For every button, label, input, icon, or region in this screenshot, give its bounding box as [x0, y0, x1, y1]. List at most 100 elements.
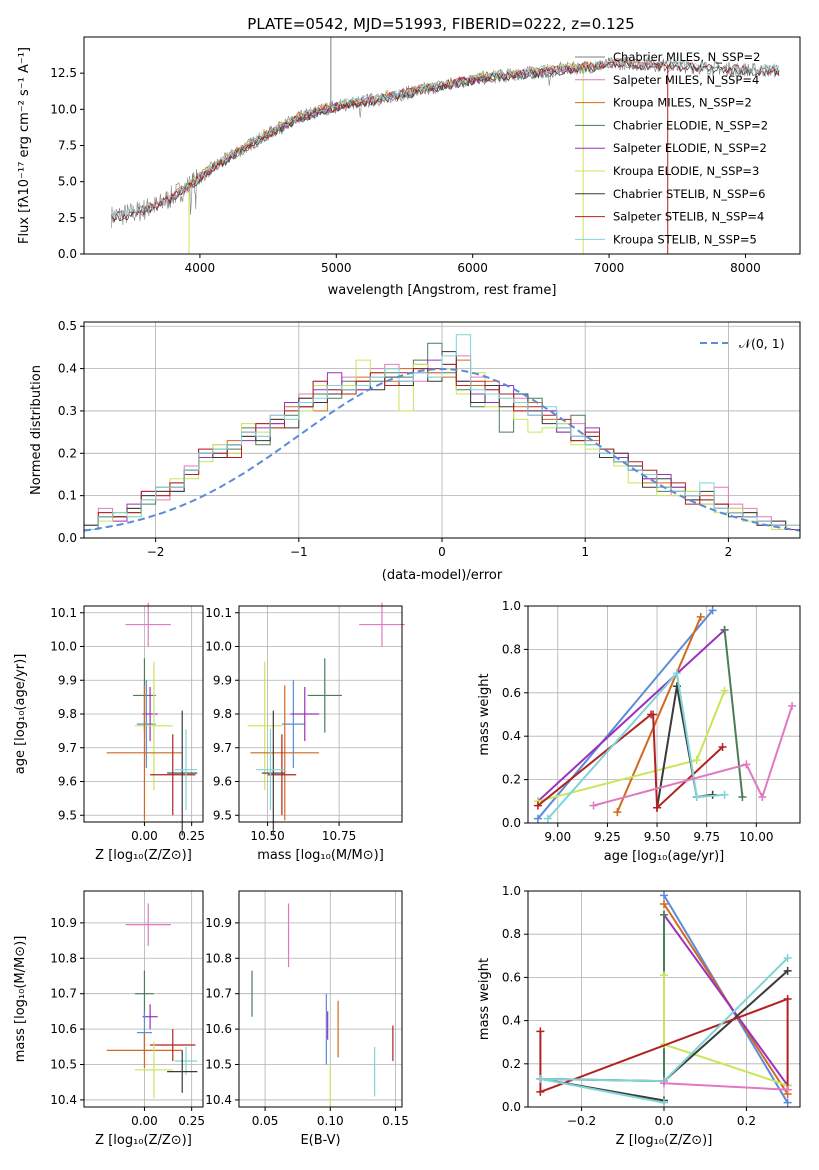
weight-line: [656, 686, 713, 808]
plot-frame: [83, 321, 801, 539]
y-tick-label: 10.7: [205, 987, 232, 1001]
weight-marker: [758, 792, 767, 801]
y-tick-label: 10.5: [205, 1058, 232, 1072]
y-tick-label: 5.0: [58, 175, 77, 189]
y-tick-label: 10.9: [50, 916, 77, 930]
weight-line: [616, 616, 702, 813]
x-tick-label: 0.2: [737, 1114, 756, 1128]
x-tick-label: 10.75: [322, 829, 356, 843]
legend-label: Kroupa ELODIE, N_SSP=3: [613, 164, 759, 178]
model-spectrum-line: [137, 60, 663, 216]
x-axis-label: Z [log₁₀(Z/Z⊙)]: [95, 848, 192, 863]
weights-vs-metallicity-panel: −0.2 0.0 0.2 0.0 0.2 0.4 0.6 0.8 1.0 Z [log₁₀(Z/Z…: [477, 884, 801, 1148]
y-tick-label: 0.4: [58, 362, 77, 376]
y-tick-label: 0.0: [58, 247, 77, 261]
legend-label: 𝒩(0, 1): [739, 336, 785, 351]
weight-line: [593, 705, 794, 807]
legend-label: Salpeter MILES, N_SSP=4: [613, 73, 759, 87]
x-tick-label: 10.50: [250, 829, 284, 843]
y-tick-label: 0.0: [502, 1100, 521, 1114]
weight-line: [663, 975, 788, 1087]
weight-marker: [589, 801, 598, 810]
weight-marker: [783, 966, 792, 975]
y-tick-label: 10.6: [205, 1022, 232, 1036]
y-tick-label: 10.0: [50, 102, 77, 116]
plot-frame: [83, 36, 801, 255]
model-spectrum-line: [186, 61, 581, 188]
x-axis-label: E(B-V): [300, 1133, 340, 1148]
x-axis-label: Z [log₁₀(Z/Z⊙)]: [616, 1133, 713, 1148]
plot-frame: [527, 605, 801, 824]
x-axis-label: (data-model)/error: [382, 568, 503, 583]
y-tick-label: 10.0: [50, 640, 77, 654]
y-axis-label: Flux [fλ10⁻¹⁷ erg cm⁻² s⁻¹ A⁻¹]: [17, 47, 32, 244]
age-vs-metallicity-panel: 0.00 0.25 9.5 9.6 9.7 9.8 9.9 10.0 10.1 Z [log₁₀(…: [13, 602, 205, 863]
y-tick-label: 10.6: [50, 1022, 77, 1036]
x-tick-label: 0.0: [654, 1114, 673, 1128]
x-tick-label: 9.00: [544, 830, 571, 844]
weight-marker: [696, 612, 705, 621]
age-vs-mass-panel: 10.50 10.75 9.5 9.6 9.7 9.8 9.9 10.0 10.1 mass [l…: [205, 602, 405, 863]
x-tick-label: 0.10: [317, 1114, 344, 1128]
weight-marker: [783, 1098, 792, 1107]
weight-marker: [649, 710, 658, 719]
errorbar-points: [247, 602, 405, 836]
errorbar-points: [251, 903, 394, 1107]
y-tick-label: 0.4: [502, 1014, 521, 1028]
mass-vs-ebv-panel: 0.05 0.10 0.15 10.4 10.5 10.6 10.7 10.8 10.9 E(B-…: [205, 890, 409, 1148]
y-tick-label: 9.7: [213, 741, 232, 755]
y-tick-label: 0.4: [502, 729, 521, 743]
weight-marker: [692, 792, 701, 801]
weight-marker: [692, 756, 701, 765]
y-tick-label: 9.9: [58, 673, 77, 687]
y-tick-label: 9.8: [58, 707, 77, 721]
y-tick-label: 0.5: [58, 319, 77, 333]
y-tick-label: 0.2: [58, 446, 77, 460]
x-tick-label: −2: [147, 545, 165, 559]
spectrum-lines: [110, 37, 780, 254]
plot-frame: [527, 890, 801, 1108]
weight-marker: [536, 1027, 545, 1036]
weight-marker: [543, 814, 552, 823]
plot-frame: [238, 605, 403, 823]
x-axis-label: wavelength [Angstrom, rest frame]: [328, 283, 557, 298]
weight-line: [537, 629, 726, 803]
x-tick-label: 1: [581, 545, 589, 559]
weight-marker: [783, 995, 792, 1003]
x-tick-label: 0.00: [131, 829, 158, 843]
legend-label: Kroupa MILES, N_SSP=2: [613, 96, 752, 110]
x-tick-label: 7000: [594, 261, 625, 275]
y-tick-label: 10.8: [50, 951, 77, 965]
weight-marker: [660, 910, 668, 919]
y-tick-label: 0.2: [502, 1057, 521, 1071]
y-axis-label: age [log₁₀(age/yr)]: [13, 654, 28, 775]
x-axis-label: Z [log₁₀(Z/Z⊙)]: [95, 1133, 192, 1148]
y-tick-label: 12.5: [50, 66, 77, 80]
normal-curve-line: [83, 367, 801, 532]
x-tick-label: −0.2: [567, 1114, 596, 1128]
y-axis-label: mass weight: [477, 673, 492, 755]
y-axis-label: Normed distribution: [29, 365, 44, 495]
x-tick-label: 8000: [730, 261, 761, 275]
y-tick-label: 0.6: [502, 970, 521, 984]
y-tick-label: 0.8: [502, 642, 521, 656]
weight-marker: [742, 760, 751, 769]
x-tick-label: 5000: [321, 261, 352, 275]
weight-marker: [720, 686, 729, 695]
x-tick-label: 0.15: [382, 1114, 409, 1128]
weight-marker: [783, 953, 792, 962]
y-tick-label: 7.5: [58, 139, 77, 153]
x-tick-label: 10.00: [739, 830, 773, 844]
y-tick-label: 9.5: [58, 808, 77, 822]
y-axis-label: mass [log₁₀(M/M⊙)]: [13, 936, 28, 1063]
y-tick-label: 10.5: [50, 1058, 77, 1072]
legend-label: Chabrier ELODIE, N_SSP=2: [613, 118, 768, 132]
x-tick-label: 9.50: [644, 830, 671, 844]
weight-line: [539, 997, 789, 1094]
y-tick-label: 9.6: [58, 775, 77, 789]
weight-marker: [613, 808, 622, 817]
weight-marker: [718, 743, 727, 752]
errorbar-points: [106, 602, 198, 836]
y-tick-label: 9.7: [58, 741, 77, 755]
